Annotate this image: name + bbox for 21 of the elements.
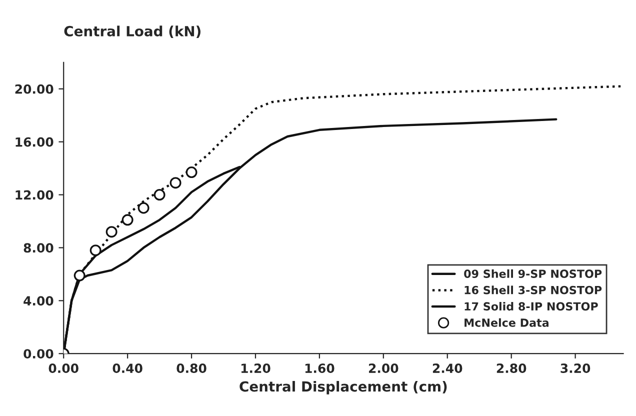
- x-tick-label: 0.00: [48, 364, 78, 373]
- x-tick-label: 3.20: [560, 364, 590, 373]
- y-tick-label: 4.00: [24, 296, 54, 306]
- y-axis-title: Central Load (kN): [64, 26, 200, 38]
- y-tick-label: 16.00: [16, 137, 54, 147]
- legend-label: 16 Shell 3-SP NOSTOP: [464, 286, 602, 294]
- x-axis-title: Central Displacement (cm): [240, 380, 447, 394]
- x-tick-label: 2.00: [368, 364, 398, 373]
- x-tick-label: 0.40: [112, 364, 142, 373]
- legend-label: 17 Solid 8-IP NOSTOP: [464, 302, 598, 311]
- y-tick-label: 8.00: [24, 243, 54, 253]
- y-tick-label: 12.00: [16, 190, 54, 200]
- x-tick-label: 0.80: [176, 364, 206, 373]
- y-tick-label: 0.00: [24, 349, 54, 359]
- y-tick-label: 20.00: [15, 84, 54, 94]
- x-tick-label: 1.60: [305, 364, 334, 373]
- legend-label: McNelce Data: [464, 318, 548, 327]
- x-tick-label: 1.20: [241, 364, 270, 373]
- x-tick-label: 2.80: [496, 364, 526, 373]
- x-tick-label: 2.40: [432, 364, 462, 373]
- legend-label: 09 Shell 9-SP NOSTOP: [464, 269, 602, 278]
